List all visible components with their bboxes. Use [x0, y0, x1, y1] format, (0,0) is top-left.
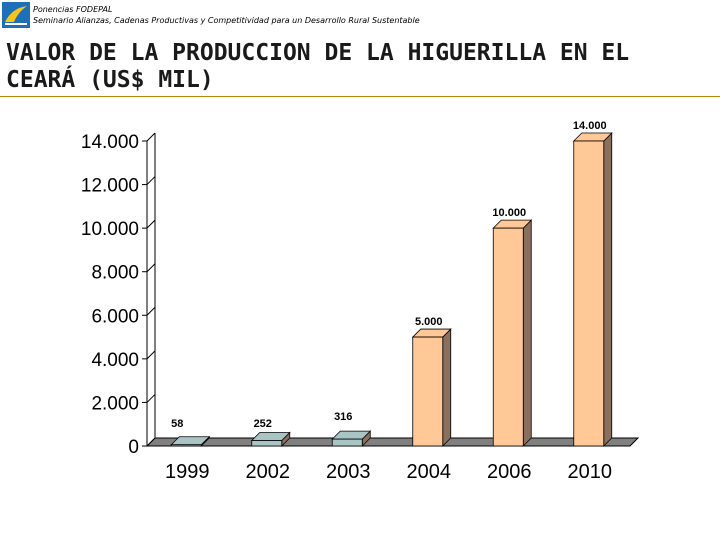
- x-tick-label: 1999: [165, 461, 210, 483]
- data-label: 5.000: [415, 316, 443, 328]
- y-tick-label: 0: [128, 437, 139, 458]
- y-tick-label: 10.000: [81, 219, 139, 240]
- title-rule: [0, 96, 720, 97]
- bar-group: [170, 435, 211, 447]
- x-tick-label: 2006: [487, 461, 532, 483]
- y-tick-label: 14.000: [81, 132, 139, 153]
- y-tick-label: 4.000: [91, 350, 139, 371]
- slide-title: VALOR DE LA PRODUCCION DE LA HIGUERILLA …: [6, 40, 630, 93]
- bar: [492, 227, 524, 447]
- y-tick-label: 2.000: [91, 393, 139, 414]
- x-tick-label: 2004: [407, 461, 452, 483]
- y-tick-label: 12.000: [81, 176, 139, 197]
- header-line-2: Seminario Alianzas, Cadenas Productivas …: [33, 16, 420, 25]
- y-tick-depth: [146, 306, 156, 316]
- y-tick-label: 6.000: [91, 306, 139, 327]
- y-tick-depth: [146, 132, 156, 142]
- x-tick-label: 2010: [568, 461, 613, 483]
- bar: [331, 438, 363, 447]
- bar-group: [250, 431, 291, 447]
- bar-side: [603, 132, 613, 447]
- bar-group: [411, 328, 452, 447]
- x-tick-label: 2003: [326, 461, 371, 483]
- bar: [412, 336, 444, 447]
- data-label: 14.000: [573, 120, 607, 132]
- y-tick-label: 8.000: [91, 263, 139, 284]
- y-tick-depth: [146, 176, 156, 185]
- fodepal-logo: [2, 2, 30, 28]
- bar-chart: 0 2.000 4.000 6.000 8.000 10.000 12.000 14.000 5…: [81, 120, 640, 483]
- bar-side: [442, 328, 452, 447]
- bar-group: [492, 219, 533, 447]
- bar-side: [522, 219, 532, 447]
- bar-group: [331, 430, 372, 447]
- y-tick-depth: [146, 263, 156, 273]
- bar: [573, 140, 605, 447]
- bar: [251, 440, 283, 447]
- y-tick-depth: [146, 219, 156, 229]
- bar-group: [572, 132, 613, 447]
- header-line-1: Ponencias FODEPAL: [33, 5, 113, 14]
- data-label: 58: [171, 418, 183, 430]
- y-tick-depth: [146, 437, 156, 447]
- data-label: 10.000: [492, 207, 526, 219]
- data-label: 316: [334, 411, 352, 423]
- chart-floor: [145, 437, 640, 447]
- data-label: 252: [254, 418, 272, 430]
- y-tick-depth: [146, 394, 156, 403]
- x-tick-label: 2002: [246, 461, 291, 483]
- y-tick-depth: [146, 350, 156, 360]
- bar: [170, 444, 202, 447]
